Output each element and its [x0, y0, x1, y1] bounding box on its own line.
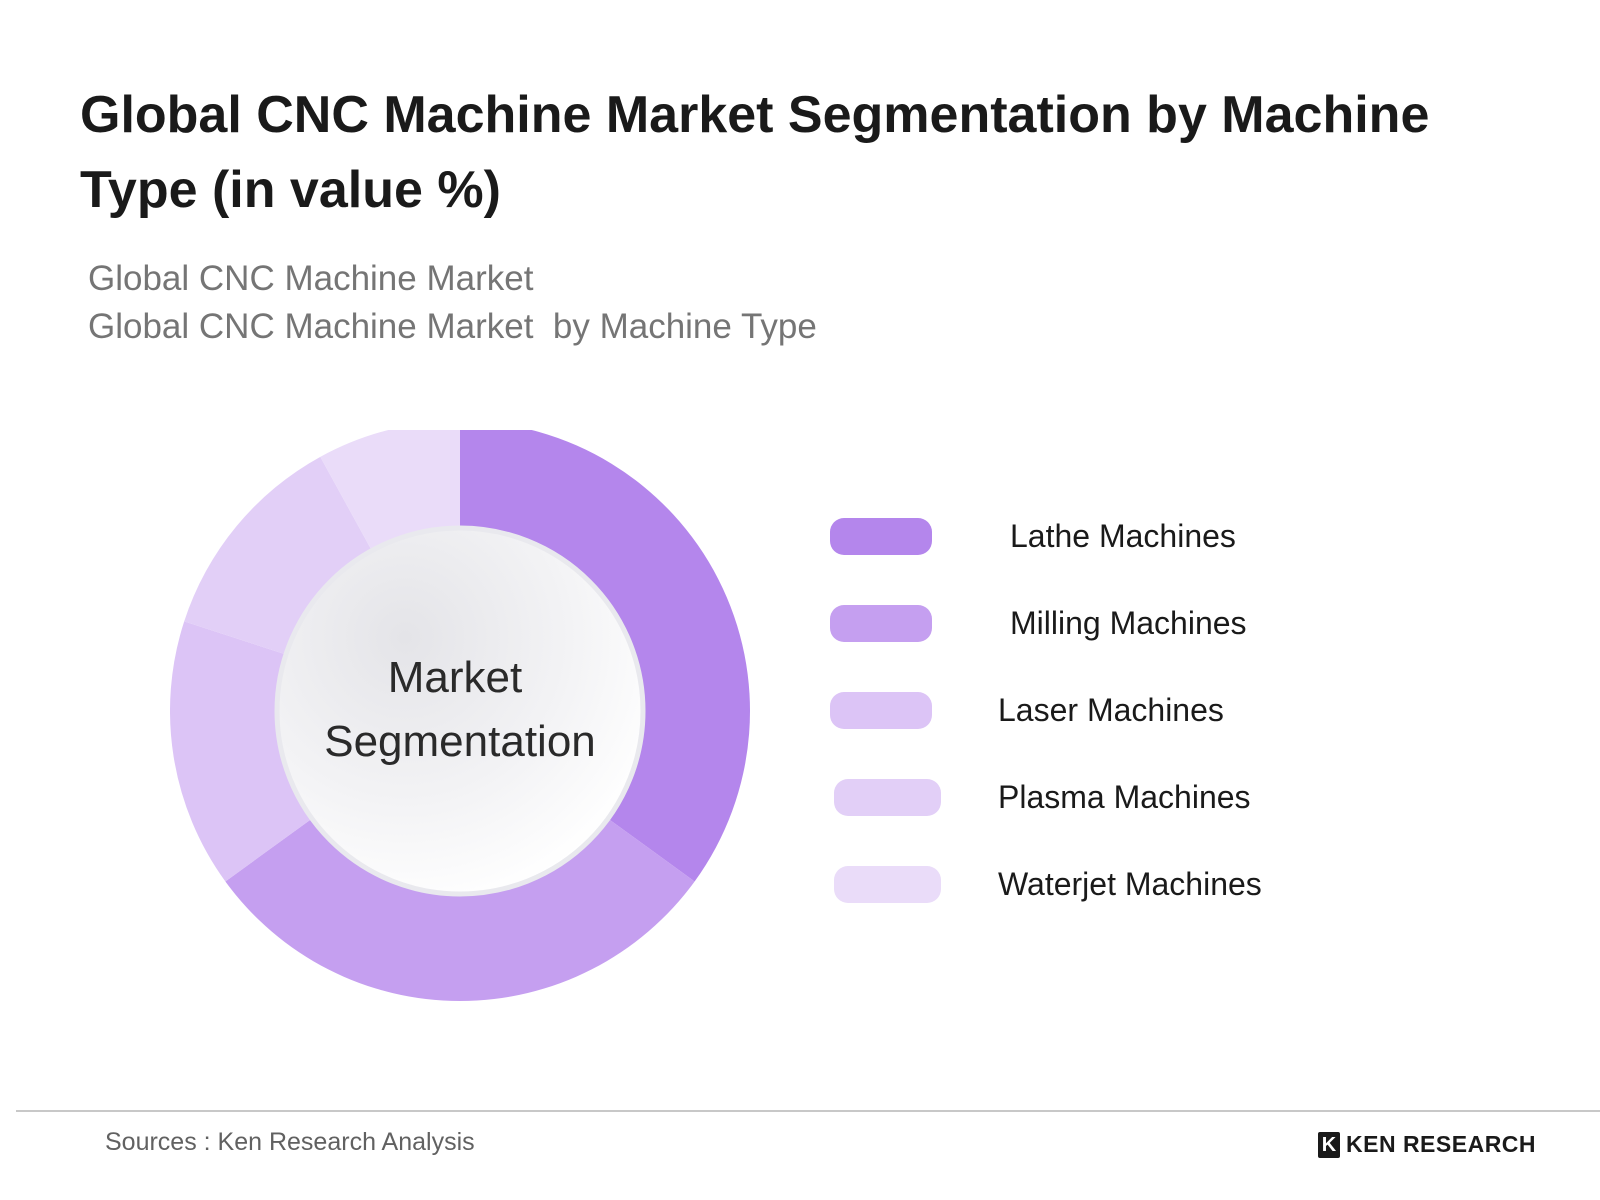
slice-waterjet — [320, 430, 460, 551]
donut-chart: Market Segmentation — [170, 430, 750, 1001]
legend-label-milling: Milling Machines — [1010, 605, 1247, 641]
legend-label-laser: Laser Machines — [998, 692, 1224, 728]
legend-swatch-waterjet — [834, 866, 941, 903]
center-label-line-1: Market — [388, 653, 522, 702]
footer-divider — [16, 1110, 1600, 1112]
brand-name: KEN RESEARCH — [1346, 1131, 1537, 1157]
center-disc — [274, 525, 646, 897]
center-label-line-2: Segmentation — [324, 717, 596, 766]
legend-label-lathe: Lathe Machines — [1010, 518, 1236, 554]
chart-title: Global CNC Machine Market Segmentation b… — [80, 86, 1430, 219]
legend-swatch-milling — [830, 605, 932, 642]
brand-logo: K KEN RESEARCH — [1318, 1131, 1536, 1158]
legend-swatch-laser — [830, 692, 932, 729]
source-note: Sources : Ken Research Analysis — [105, 1128, 475, 1156]
subtitle-line-1: Global CNC Machine Market — [88, 259, 534, 298]
slice-milling — [225, 818, 695, 1001]
legend-swatch-plasma — [834, 779, 941, 816]
brand-mark-icon: K — [1318, 1131, 1340, 1158]
subtitle-line-2: Global CNC Machine Market by Machine Typ… — [88, 307, 817, 346]
chart-subtitle: Global CNC Machine Market Global CNC Mac… — [88, 255, 817, 351]
legend-label-plasma: Plasma Machines — [998, 779, 1251, 815]
legend-label-waterjet: Waterjet Machines — [998, 866, 1262, 902]
slice-plasma — [184, 456, 372, 655]
legend-swatch-lathe — [830, 518, 932, 555]
